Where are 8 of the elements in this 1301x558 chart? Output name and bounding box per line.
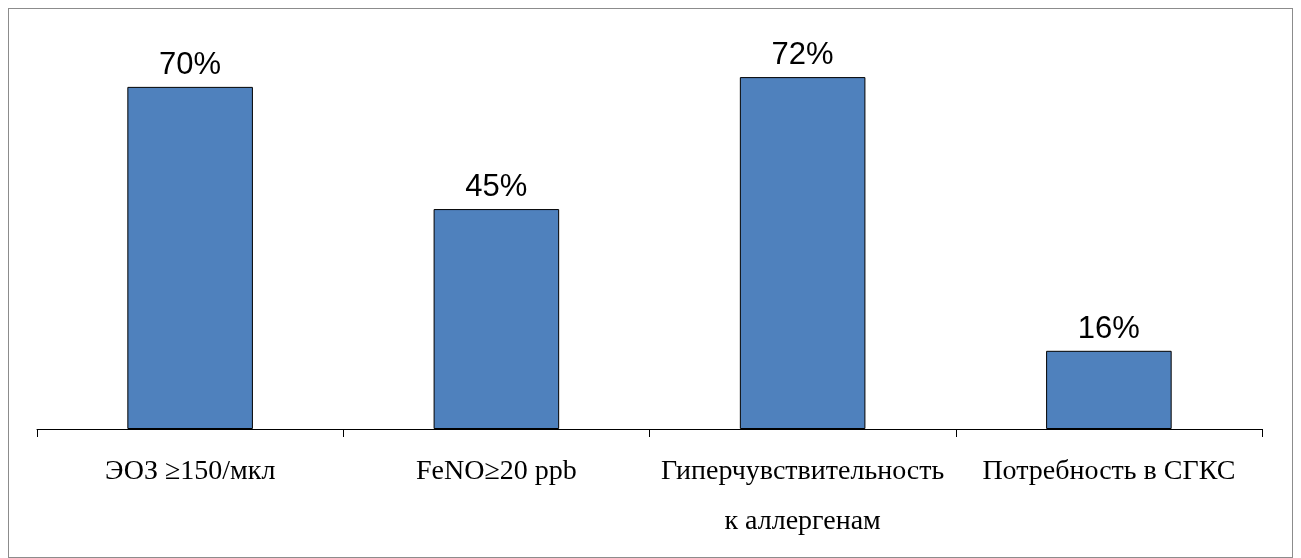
data-label: 16% bbox=[1077, 309, 1140, 345]
x-tick-label: ЭОЗ ≥150/мкл bbox=[104, 453, 276, 485]
x-tick-label: Потребность в СГКС bbox=[982, 453, 1236, 485]
x-tick-label: Гиперчувствительность к аллергенам bbox=[660, 453, 945, 535]
data-label: 45% bbox=[465, 168, 528, 204]
data-label: 70% bbox=[159, 45, 222, 81]
x-tick-label: FeNO≥20 ppb bbox=[415, 453, 577, 485]
data-label: 72% bbox=[771, 36, 834, 72]
